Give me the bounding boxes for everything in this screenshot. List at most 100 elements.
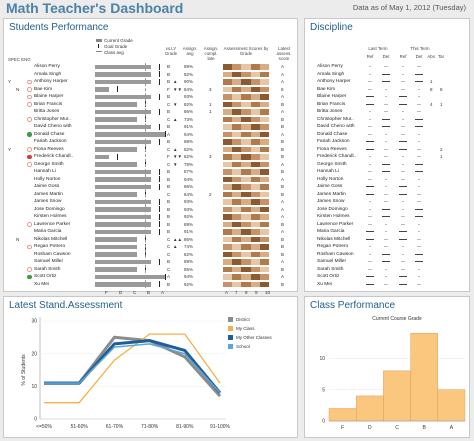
assess-tick: A: [225, 290, 229, 295]
trend-arrow: ▲: [173, 244, 178, 249]
goal-grade-marker: [159, 183, 160, 190]
class-avg-swatch: [96, 51, 102, 52]
legend-class-avg: Class avg: [104, 50, 124, 55]
assessment-segment: [223, 79, 233, 85]
assessment-segment: [250, 236, 260, 242]
current-grade-bar: [95, 154, 109, 159]
discipline-row: Bae Kim 8 8: [305, 86, 469, 94]
goal-grade-marker: [159, 228, 160, 235]
student-name: Lawrence Parker: [317, 221, 354, 227]
assessment-segment: [232, 229, 242, 235]
table-row: Kirsten Holmes B 92% A: [4, 213, 297, 221]
latest-score: B: [281, 221, 285, 227]
assign-avg: 86%: [184, 184, 194, 189]
letter-grade: A: [167, 274, 171, 279]
goal-grade-swatch: [98, 44, 99, 48]
incident-tick: [399, 148, 407, 150]
data-date: Data as of May 1, 2012 (Tuesday): [352, 3, 466, 12]
assessment-panel: Latest Stand.Assessment 0 10 20 30 <=50% 51-6…: [3, 296, 298, 438]
table-row: Amala Singh B 92% A: [4, 71, 297, 79]
assessment-segment: [241, 124, 251, 130]
assessment-segment: [241, 94, 251, 100]
discipline-row: Hannah Li: [305, 168, 469, 176]
status-dot: [27, 117, 32, 122]
incident-tick: [368, 261, 372, 262]
incident-tick: [382, 261, 390, 262]
table-row: Jose Domingo B 93% A: [4, 206, 297, 214]
assessment-panel-title: Latest Stand.Assessment: [9, 300, 123, 311]
grade-tick: A: [161, 290, 165, 295]
assessment-segment: [259, 229, 270, 235]
assessment-segment: [223, 214, 233, 220]
incident-tick: [384, 201, 388, 202]
assessment-segment: [223, 124, 233, 130]
table-row: Sarah Smith C 85% B: [4, 266, 297, 274]
assessment-strip: [223, 274, 270, 280]
incident-tick: [418, 186, 420, 187]
grade-tick: D: [119, 290, 123, 295]
assessment-segment: [259, 281, 270, 287]
discipline-row: Amala Singh: [305, 71, 469, 79]
legend-other-classes: My Other Classes: [236, 335, 272, 340]
assign-avg: 85%: [184, 266, 194, 272]
status-dot: [27, 87, 32, 92]
assessment-segment: [241, 281, 251, 287]
current-grade-bar: [95, 192, 137, 197]
latest-assess-header: Latest assess. score: [276, 46, 292, 61]
latest-score: A: [281, 259, 285, 264]
table-row: N Nikolas Mitchell C ▲▲ 86% B: [4, 236, 297, 244]
assessment-strip: [223, 206, 270, 212]
current-grade-bar: [95, 199, 151, 204]
student-name: Regan Potrero: [317, 244, 349, 249]
discipline-row: George Smith: [305, 161, 469, 169]
incident-tick: [418, 88, 420, 90]
table-row: Lawrence Parker B 89% B: [4, 221, 297, 229]
current-grade-bar: [95, 102, 137, 107]
incident-tick: [415, 261, 423, 262]
tardies: 2: [440, 146, 443, 152]
letter-grade: B: [167, 281, 171, 287]
assessment-strip: [223, 214, 270, 220]
discipline-row: Holly Norton: [305, 176, 469, 184]
incident-tick: [369, 208, 371, 210]
grade-tick: B: [147, 290, 151, 295]
incident-tick: [384, 238, 388, 240]
assessment-strip: [223, 131, 270, 137]
incident-tick: [399, 103, 407, 105]
assessment-segment: [223, 259, 233, 265]
assign-avg-header: Assign. avg: [182, 46, 198, 56]
student-name: Jaime Goss: [317, 184, 343, 189]
letter-grade: B: [167, 109, 171, 114]
incident-tick: [366, 231, 374, 232]
assessment-segment: [232, 139, 242, 145]
this-ref-header: Ref: [399, 54, 407, 59]
assessment-segment: [259, 161, 270, 167]
discipline-row: David Cheno with: [305, 123, 469, 131]
assign-avg: 93%: [184, 199, 194, 204]
assign-avg: 91%: [184, 124, 194, 129]
assessment-segment: [223, 236, 233, 242]
assessment-segment: [250, 191, 260, 197]
letter-grade: B: [167, 214, 171, 219]
current-grade-bar: [95, 207, 151, 212]
incident-tick: [369, 246, 371, 247]
assign-avg: 82%: [184, 146, 194, 152]
discipline-row: Anthony Harper 1: [305, 78, 469, 86]
assessment-segment: [223, 71, 233, 77]
letter-grade: C: [167, 191, 171, 197]
discipline-row: James Snow: [305, 198, 469, 206]
assessment-segment: [223, 161, 233, 167]
latest-score: B: [281, 101, 285, 107]
letter-grade: B: [167, 229, 171, 234]
latest-score: A: [281, 206, 285, 212]
incident-tick: [382, 126, 390, 127]
latest-score: A: [281, 79, 285, 84]
assessment-segment: [250, 64, 260, 70]
student-name: Brian Francis: [34, 101, 63, 107]
assessment-segment: [223, 131, 233, 137]
assessment-segment: [232, 191, 242, 197]
incident-tick: [384, 103, 388, 105]
class-performance-panel: Class Performance Current Course Grade 0 5…: [304, 296, 470, 438]
trend-arrow: ▼▼: [173, 154, 182, 159]
assessment-segment: [259, 101, 270, 107]
